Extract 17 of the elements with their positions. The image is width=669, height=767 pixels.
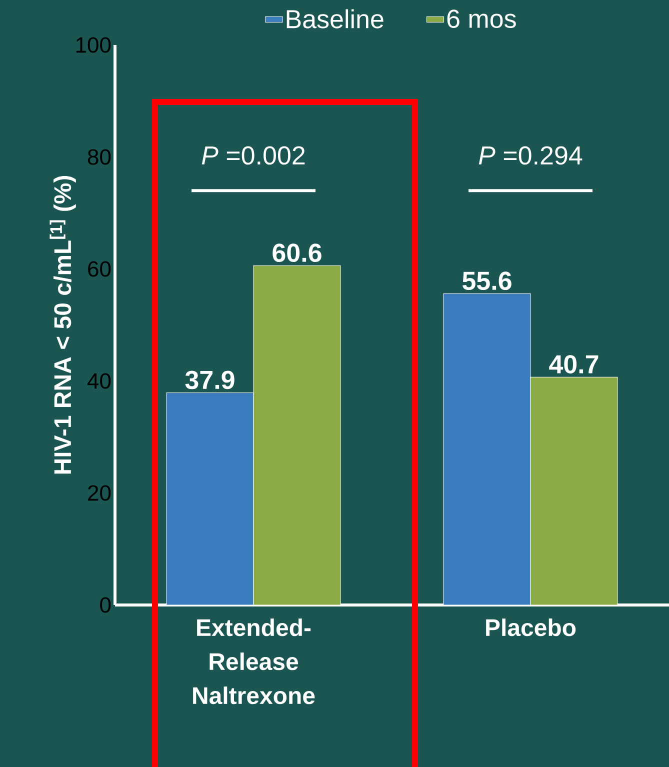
y-axis-title: HIV-1 RNA < 50 c/mL$^{[1]}$ (%) xyxy=(50,176,76,474)
legend-label: 6 mos xyxy=(447,10,516,28)
x-tick-label: Extended-Release Naltrexone xyxy=(193,618,315,704)
data-label: 37.9 xyxy=(185,370,234,390)
data-label: 55.6 xyxy=(462,272,512,290)
y-tick-label: 100 xyxy=(76,37,111,53)
y-tick-label: 0 xyxy=(100,597,111,613)
data-label: 40.7 xyxy=(549,355,598,374)
annotation: P =0.002 xyxy=(202,146,305,165)
y-tick-label: 20 xyxy=(88,485,111,501)
annotation: P =0.294 xyxy=(478,146,582,165)
data-label: 60.6 xyxy=(272,244,322,262)
y-tick-label: 80 xyxy=(88,149,111,165)
y-tick-label: 60 xyxy=(88,261,111,277)
legend-label: Baseline xyxy=(286,9,384,28)
y-tick-label: 40 xyxy=(88,373,111,389)
x-tick-label: Placebo xyxy=(486,618,576,636)
